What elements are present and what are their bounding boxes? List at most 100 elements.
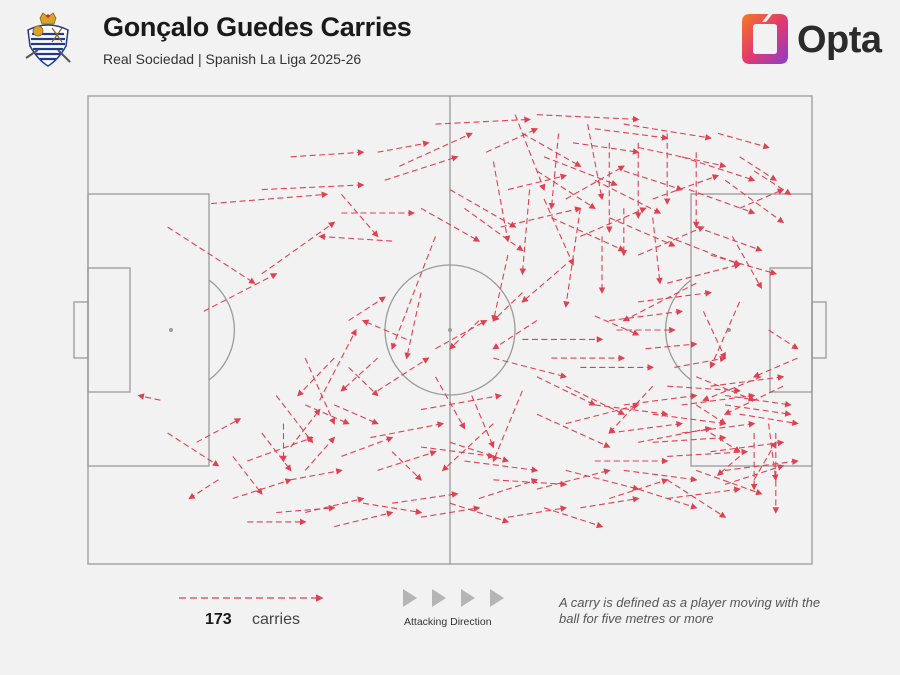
carry-arrow-84: [753, 441, 777, 481]
carry-arrow-172: [333, 404, 379, 425]
carry-arrow-53: [290, 149, 365, 158]
carry-arrow-77: [565, 403, 640, 425]
carry-arrow-120: [565, 469, 640, 491]
carry-arrow-9: [573, 142, 640, 155]
carry-arrow-26: [500, 206, 582, 228]
carry-arrow-42: [492, 161, 511, 243]
carry-arrow-154: [188, 479, 219, 500]
carry-arrow-71: [420, 393, 502, 411]
carry-arrow-104: [449, 502, 510, 524]
carries-count: 173: [205, 611, 232, 628]
carry-arrow-164: [565, 385, 625, 415]
carry-arrow-155: [196, 418, 242, 443]
carry-arrow-25: [739, 188, 785, 209]
carry-arrow-74: [441, 423, 494, 472]
carry-arrow-61: [167, 226, 256, 284]
carry-arrow-44: [543, 198, 574, 266]
carry-arrow-8: [543, 156, 618, 187]
carry-arrow-136: [723, 385, 784, 415]
carries-count-label: carries: [252, 611, 301, 628]
carry-arrow-152: [261, 432, 292, 472]
carry-arrow-78: [609, 421, 684, 434]
carry-arrow-85: [768, 423, 779, 482]
carry-arrow-70: [370, 421, 445, 439]
carry-arrow-16: [753, 170, 792, 196]
carry-arrow-10: [594, 128, 669, 141]
carry-arrow-110: [276, 504, 336, 514]
carry-arrow-101: [543, 507, 604, 529]
carry-arrow-103: [478, 478, 539, 500]
pitch-markings: [73, 95, 827, 565]
carry-arrow-88: [645, 341, 698, 350]
carry-arrow-162: [493, 357, 568, 379]
carry-arrow-58: [318, 233, 393, 242]
carry-arrow-59: [261, 221, 336, 275]
carry-arrow-24: [724, 179, 785, 224]
carry-arrow-105: [420, 505, 481, 518]
carry-arrow-4: [399, 132, 473, 167]
carry-arrow-102: [507, 505, 568, 518]
carry-arrow-80: [667, 448, 749, 457]
carry-arrow-52: [340, 193, 379, 238]
carry-arrow-79: [638, 426, 712, 443]
brand-name: Opta: [797, 19, 882, 61]
page-title: Gonçalo Guedes Carries: [103, 12, 412, 42]
carries-layer: [137, 114, 799, 529]
carry-arrow-22: [652, 174, 720, 200]
centre-spot: [448, 328, 452, 332]
carry-arrow-109: [305, 496, 365, 514]
carry-arrow-95: [724, 464, 785, 485]
carry-arrow-171: [739, 413, 799, 427]
carry-arrow-1: [377, 140, 430, 153]
carry-arrow-3: [536, 114, 640, 123]
carry-arrow-97: [666, 479, 727, 518]
carry-arrow-132: [667, 262, 741, 284]
opta-logo-icon: [742, 12, 788, 64]
carry-arrow-51: [420, 207, 481, 242]
left-penalty-spot: [169, 328, 173, 332]
carry-arrow-153: [232, 456, 263, 495]
carry-arrow-114: [290, 468, 343, 481]
carry-arrow-116: [420, 446, 495, 459]
carry-arrow-143: [491, 254, 509, 322]
carry-arrow-30: [637, 226, 705, 256]
carry-arrow-13: [681, 156, 756, 182]
carry-arrow-112: [232, 478, 292, 500]
carry-arrow-65: [319, 328, 357, 401]
header: Gonçalo Guedes Carries Real Sociedad | S…: [0, 0, 900, 80]
carry-arrow-148: [340, 357, 378, 392]
page-subtitle: Real Sociedad | Spanish La Liga 2025-26: [103, 51, 362, 67]
carry-arrow-106: [392, 491, 459, 504]
carry-arrow-62: [348, 296, 386, 322]
carry-arrow-48: [652, 217, 663, 285]
carry-arrow-157: [137, 393, 161, 401]
carry-arrow-139: [608, 385, 654, 434]
carry-arrow-37: [587, 123, 605, 201]
carry-arrow-151: [275, 395, 314, 444]
carry-arrow-17: [507, 173, 568, 191]
carry-arrow-150: [304, 357, 336, 425]
carry-arrow-158: [297, 357, 335, 397]
carry-arrow-60: [203, 273, 278, 312]
carry-arrow-134: [709, 301, 741, 369]
carry-arrow-141: [521, 264, 567, 303]
carry-arrow-122: [623, 469, 698, 483]
carry-arrow-138: [768, 329, 799, 350]
carry-arrow-20: [594, 179, 662, 214]
carry-arrow-33: [710, 254, 778, 276]
carry-arrow-89: [674, 355, 727, 368]
carry-arrow-137: [752, 357, 798, 378]
carry-arrow-142: [492, 292, 523, 322]
carry-arrow-28: [580, 207, 647, 237]
carry-arrow-76: [536, 413, 611, 448]
carry-arrow-67: [290, 408, 321, 448]
right-goal: [811, 301, 827, 359]
carry-arrow-11: [623, 123, 712, 141]
carry-arrow-19: [565, 165, 625, 200]
carry-arrow-125: [710, 439, 785, 453]
carry-arrow-91: [695, 376, 756, 402]
carry-arrow-2: [435, 116, 531, 125]
carry-arrow-23: [688, 189, 756, 215]
carry-arrow-123: [652, 434, 727, 443]
